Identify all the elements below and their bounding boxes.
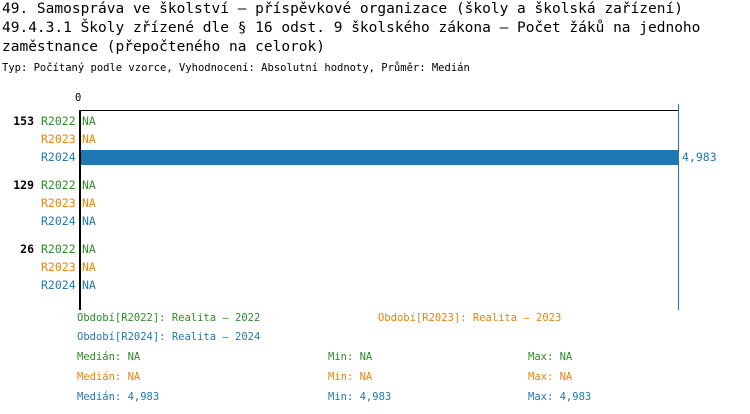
row-group-label: 153: [13, 114, 34, 128]
row-value-label: NA: [82, 114, 96, 128]
chart-row: 26 R2022 NA: [0, 240, 750, 258]
row-value-label: NA: [82, 278, 96, 292]
row-series-label-r2023: R2023: [41, 196, 76, 210]
row-series-label-r2023: R2023: [41, 260, 76, 274]
row-value-label: NA: [82, 132, 96, 146]
chart-row: R2024 NA: [0, 276, 750, 294]
legend-median-1: Medián: NA: [77, 371, 141, 383]
chart-max-reference-line: [678, 104, 679, 310]
row-value-label: NA: [82, 260, 96, 274]
row-value-label: NA: [82, 178, 96, 192]
legend-max-0: Max: NA: [528, 351, 573, 363]
chart-row: R2024 4,983: [0, 148, 750, 166]
report-header: 49. Samospráva ve školství – příspěvkové…: [0, 0, 750, 75]
row-group-label: 129: [13, 178, 34, 192]
legend-min-0: Min: NA: [328, 351, 373, 363]
chart-row: 153 R2022 NA: [0, 112, 750, 130]
chart-bar[interactable]: [81, 150, 678, 165]
chart-top-rule: [79, 110, 679, 111]
legend-min-1: Min: NA: [328, 371, 373, 383]
chart-zero-axis-line: [79, 110, 81, 310]
chart-row: R2023 NA: [0, 194, 750, 212]
page-title-line-2: 49.4.3.1 Školy zřízené dle § 16 odst. 9 …: [2, 20, 701, 36]
row-series-label-r2023: R2023: [41, 132, 76, 146]
legend-period-r2023: Období[R2023]: Realita – 2023: [378, 312, 562, 324]
report-subtitle: Typ: Počítaný podle vzorce, Vyhodnocení:…: [2, 62, 470, 74]
row-series-label-r2022: R2022: [41, 242, 76, 256]
row-series-label-r2022: R2022: [41, 178, 76, 192]
legend-median-0: Medián: NA: [77, 351, 141, 363]
legend-max-1: Max: NA: [528, 371, 573, 383]
axis-zero-tick-label: 0: [75, 92, 82, 104]
bar-chart-plot-area: 0 153 R2022 NA R2023 NA R2024 4,983 129 R2022 NA R…: [0, 90, 750, 310]
row-value-label: NA: [82, 196, 96, 210]
page-title-line-1: 49. Samospráva ve školství – příspěvkové…: [2, 1, 683, 17]
row-value-label: NA: [82, 242, 96, 256]
chart-row: 129 R2022 NA: [0, 176, 750, 194]
legend-period-r2024: Období[R2024]: Realita – 2024: [77, 331, 261, 343]
chart-row: R2024 NA: [0, 212, 750, 230]
row-series-label-r2024: R2024: [41, 214, 76, 228]
legend-min-2: Min: 4,983: [328, 391, 392, 403]
row-value-label: NA: [82, 214, 96, 228]
row-series-label-r2022: R2022: [41, 114, 76, 128]
legend-period-r2022: Období[R2022]: Realita – 2022: [77, 312, 261, 324]
chart-legend: Období[R2022]: Realita – 2022 Období[R202…: [0, 305, 750, 414]
page-title-line-3: zaměstnance (přepočteného na celorok): [2, 39, 326, 55]
legend-max-2: Max: 4,983: [528, 391, 592, 403]
row-group-label: 26: [20, 242, 34, 256]
legend-median-2: Medián: 4,983: [77, 391, 160, 403]
chart-bar-value-label: 4,983: [682, 150, 717, 164]
chart-row: R2023 NA: [0, 258, 750, 276]
row-series-label-r2024: R2024: [41, 150, 76, 164]
chart-row: R2023 NA: [0, 130, 750, 148]
row-series-label-r2024: R2024: [41, 278, 76, 292]
